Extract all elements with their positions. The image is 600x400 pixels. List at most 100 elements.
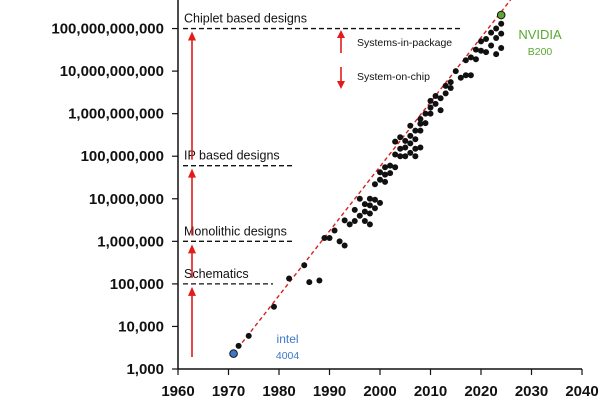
data-point — [306, 279, 313, 286]
data-point — [270, 303, 277, 310]
data-point — [371, 196, 378, 203]
down-arrow-head — [337, 81, 345, 89]
data-point — [351, 218, 358, 225]
data-point — [341, 217, 348, 224]
up-arrow-head — [337, 30, 345, 38]
data-point — [382, 178, 389, 185]
data-point — [356, 212, 363, 219]
era-label: Chiplet based designs — [184, 12, 307, 26]
data-point — [301, 262, 308, 269]
data-point — [321, 234, 328, 241]
y-tick-label: 100,000,000 — [81, 148, 164, 165]
data-point — [361, 201, 368, 208]
era-arrow-head — [188, 286, 196, 296]
data-point — [483, 35, 490, 42]
data-point — [417, 115, 424, 122]
data-point — [498, 44, 505, 51]
axis-ticks: 1,000 10,000 100,000 1,000,000 10,000,000 100… — [51, 21, 598, 400]
data-point — [493, 51, 500, 58]
nvidia-model-label: B200 — [528, 46, 553, 58]
y-tick-label: 10,000,000 — [89, 191, 164, 208]
y-tick-label: 100,000,000,000 — [51, 21, 164, 38]
data-point — [478, 38, 484, 45]
data-point — [422, 110, 429, 117]
design-eras: Schematics Monolithic designs IP based des… — [183, 12, 462, 285]
data-point — [402, 153, 409, 160]
x-tick-label: 1960 — [161, 383, 194, 400]
data-point — [472, 56, 479, 63]
era-arrow-head — [188, 31, 196, 41]
data-point — [377, 176, 383, 183]
systems-in-package-annotation: Systems-in-package — [337, 30, 452, 53]
data-point — [402, 144, 409, 151]
data-point — [351, 206, 358, 213]
y-tick-label: 10,000,000,000 — [60, 63, 164, 80]
intel-label: intel — [277, 332, 299, 346]
data-point — [366, 195, 373, 202]
x-tick-label: 2010 — [414, 383, 447, 400]
data-point — [407, 140, 414, 147]
data-point — [422, 120, 429, 127]
data-point — [437, 95, 444, 102]
x-tick-label: 1970 — [212, 383, 245, 400]
data-point — [371, 205, 378, 212]
era-arrow-head — [188, 168, 196, 178]
x-tick-label: 2030 — [515, 383, 548, 400]
data-point — [452, 68, 459, 75]
data-point — [397, 153, 404, 160]
era-arrows — [188, 31, 196, 357]
data-point — [341, 242, 348, 249]
data-point — [387, 162, 394, 169]
data-point — [326, 234, 333, 241]
data-point — [392, 164, 399, 171]
data-point — [467, 72, 474, 79]
data-point — [392, 138, 399, 145]
data-point — [427, 104, 434, 111]
data-point — [412, 127, 419, 134]
era-label: Schematics — [184, 267, 249, 281]
data-point — [457, 74, 464, 81]
data-point — [407, 149, 414, 156]
data-point — [331, 227, 338, 234]
data-point — [478, 47, 484, 54]
data-points — [235, 20, 505, 349]
y-tick-label: 10,000 — [118, 318, 164, 335]
data-point — [382, 164, 389, 171]
nvidia-label: NVIDIA — [518, 27, 562, 42]
data-point — [392, 151, 399, 158]
intel-model-label: 4004 — [276, 350, 300, 362]
data-point — [377, 169, 383, 176]
y-tick-label: 1,000,000 — [97, 233, 164, 250]
data-point — [336, 238, 343, 245]
y-tick-label: 1,000 — [126, 361, 164, 378]
data-point — [412, 145, 419, 152]
data-point — [366, 221, 373, 228]
data-point — [371, 181, 378, 188]
data-point — [412, 136, 419, 143]
x-tick-label: 2040 — [565, 383, 598, 400]
data-point — [462, 57, 469, 64]
y-tick-label: 100,000 — [110, 276, 164, 293]
data-point — [356, 195, 363, 202]
systems-in-package-label: Systems-in-package — [357, 37, 452, 49]
data-point — [498, 20, 505, 27]
data-point — [346, 221, 353, 228]
data-point — [245, 332, 252, 339]
data-point — [493, 25, 500, 32]
data-point — [427, 97, 434, 104]
x-tick-label: 1990 — [313, 383, 346, 400]
data-point — [382, 171, 389, 178]
system-on-chip-annotation: System-on-chip — [337, 67, 430, 89]
data-point — [432, 93, 439, 100]
data-point — [397, 145, 404, 152]
era-label: Monolithic designs — [184, 224, 287, 238]
y-tick-label: 1,000,000,000 — [68, 106, 164, 123]
data-point — [462, 72, 469, 79]
data-point — [498, 30, 505, 37]
data-point — [467, 54, 474, 61]
x-tick-label: 2020 — [464, 383, 497, 400]
data-point — [377, 199, 383, 206]
data-point — [488, 42, 495, 49]
highlight-points: intel 4004 NVIDIA B200 — [229, 10, 562, 362]
